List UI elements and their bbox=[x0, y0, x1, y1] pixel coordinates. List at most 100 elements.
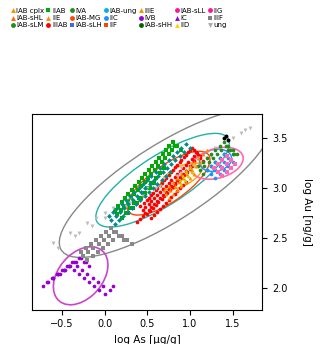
Point bbox=[125, 209, 130, 215]
Point bbox=[176, 179, 181, 184]
Point bbox=[166, 195, 171, 201]
Point bbox=[147, 185, 152, 191]
Point bbox=[173, 164, 178, 170]
Point bbox=[189, 168, 194, 173]
Point bbox=[176, 180, 181, 185]
Point bbox=[99, 233, 104, 239]
Point bbox=[192, 160, 197, 165]
Point bbox=[197, 168, 203, 173]
Point bbox=[149, 215, 154, 221]
Point bbox=[136, 180, 141, 185]
Point bbox=[69, 259, 75, 265]
Point bbox=[169, 170, 174, 175]
Point bbox=[189, 146, 194, 151]
Point bbox=[128, 193, 133, 199]
Point bbox=[221, 152, 227, 157]
Point bbox=[139, 183, 144, 189]
Point bbox=[146, 207, 151, 213]
Point bbox=[66, 263, 71, 269]
Point bbox=[112, 207, 117, 213]
Point bbox=[110, 283, 116, 289]
Point bbox=[224, 170, 229, 175]
Point bbox=[143, 185, 148, 191]
Point bbox=[200, 160, 205, 165]
Point bbox=[163, 155, 168, 161]
Point bbox=[180, 173, 186, 179]
Point bbox=[190, 163, 195, 169]
Point bbox=[83, 245, 88, 251]
Point bbox=[118, 207, 123, 213]
Point bbox=[164, 191, 169, 197]
Point bbox=[204, 155, 210, 161]
Point bbox=[157, 182, 163, 188]
Point bbox=[63, 267, 68, 272]
Point bbox=[102, 291, 107, 297]
Point bbox=[243, 128, 248, 133]
Point bbox=[138, 216, 143, 222]
Point bbox=[166, 186, 171, 192]
Point bbox=[166, 172, 171, 178]
Point bbox=[209, 163, 214, 169]
Point bbox=[200, 159, 205, 164]
Point bbox=[113, 213, 118, 219]
Point bbox=[115, 205, 120, 211]
Point bbox=[162, 187, 167, 193]
Point bbox=[187, 166, 192, 172]
Point bbox=[162, 162, 167, 167]
Point bbox=[66, 263, 71, 269]
Point bbox=[90, 253, 95, 259]
Point bbox=[91, 245, 96, 251]
Point bbox=[122, 205, 127, 211]
Point bbox=[151, 205, 156, 211]
Point bbox=[187, 165, 192, 171]
Point bbox=[232, 152, 237, 157]
Point bbox=[116, 203, 121, 209]
Point bbox=[155, 198, 160, 204]
Point bbox=[192, 171, 197, 177]
Point bbox=[174, 150, 180, 155]
Point bbox=[124, 237, 129, 243]
Point bbox=[159, 160, 164, 165]
Point bbox=[213, 175, 218, 181]
Point bbox=[93, 215, 99, 221]
Point bbox=[210, 155, 215, 161]
Point bbox=[193, 163, 198, 169]
Point bbox=[219, 148, 224, 153]
Point bbox=[149, 204, 154, 210]
Point bbox=[221, 152, 227, 157]
Point bbox=[132, 200, 137, 206]
Point bbox=[228, 165, 233, 171]
Point bbox=[247, 126, 252, 131]
Point bbox=[164, 190, 169, 195]
Point bbox=[174, 173, 180, 179]
Point bbox=[226, 163, 231, 169]
Point bbox=[170, 153, 175, 159]
Point bbox=[76, 255, 82, 261]
Point bbox=[159, 178, 164, 183]
Point bbox=[41, 283, 46, 289]
Point bbox=[115, 211, 120, 217]
Point bbox=[80, 267, 85, 272]
Point bbox=[164, 175, 169, 181]
Point bbox=[100, 245, 105, 251]
Point bbox=[223, 134, 228, 139]
Point bbox=[192, 153, 197, 159]
Point bbox=[149, 181, 154, 186]
Point bbox=[140, 193, 146, 199]
Point bbox=[183, 153, 188, 158]
Point bbox=[85, 271, 90, 277]
Point bbox=[174, 187, 180, 193]
Point bbox=[181, 154, 187, 160]
Point bbox=[110, 237, 116, 243]
Point bbox=[174, 189, 180, 194]
Point bbox=[180, 165, 186, 171]
Point bbox=[134, 219, 140, 225]
Point bbox=[145, 211, 150, 217]
Point bbox=[109, 225, 114, 231]
Point bbox=[96, 241, 101, 247]
Point bbox=[181, 172, 187, 178]
Point bbox=[192, 159, 197, 164]
Point bbox=[119, 215, 124, 221]
Point bbox=[179, 171, 184, 177]
Point bbox=[72, 233, 77, 239]
